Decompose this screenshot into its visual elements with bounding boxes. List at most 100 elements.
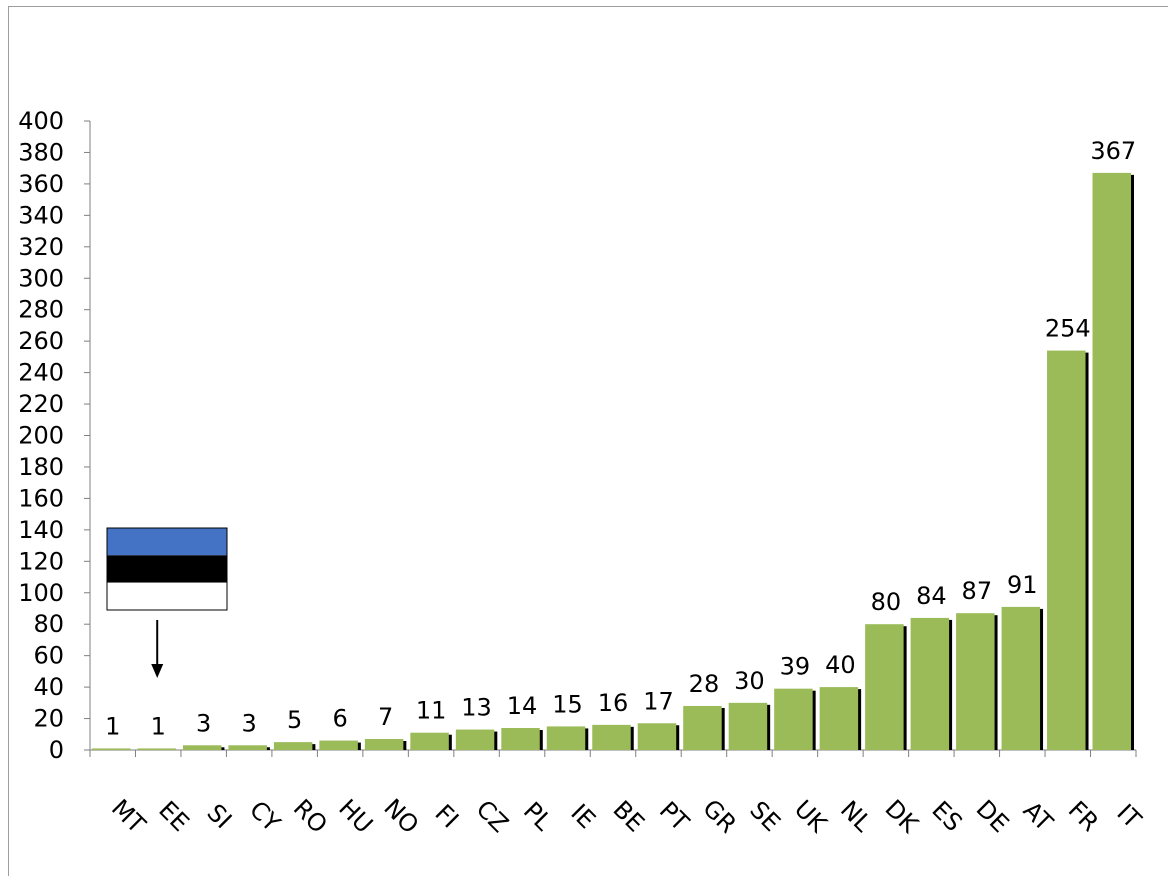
flag-stripe <box>107 528 227 556</box>
data-label: 3 <box>242 709 257 737</box>
x-tick-label: PT <box>654 796 695 837</box>
y-tick-label: 140 <box>18 516 64 544</box>
bar-fi <box>410 732 449 750</box>
y-tick-label: 80 <box>33 610 64 638</box>
y-tick-label: 260 <box>18 327 64 355</box>
y-tick-label: 20 <box>33 705 64 733</box>
y-tick-label: 40 <box>33 673 64 701</box>
x-tick-label: BE <box>608 795 650 837</box>
bar-ee <box>137 748 176 750</box>
data-label: 17 <box>643 687 674 715</box>
x-tick-label: MT <box>106 794 151 839</box>
y-tick-label: 120 <box>18 547 64 575</box>
x-tick-label: SI <box>202 799 238 835</box>
bar-no <box>364 738 404 750</box>
bar-dk <box>865 624 904 750</box>
data-label: 84 <box>916 582 947 610</box>
flag-stripe <box>107 555 227 583</box>
x-tick-label: DK <box>880 794 925 839</box>
bar-ie <box>546 726 586 750</box>
bar-be <box>592 724 631 750</box>
y-tick-label: 220 <box>18 390 64 418</box>
y-tick-label: 280 <box>18 296 64 324</box>
x-tick-label: HU <box>333 794 378 839</box>
bar-de <box>956 613 995 750</box>
bar-pl <box>501 727 540 750</box>
bar-pt <box>637 723 677 750</box>
data-label: 14 <box>507 692 538 720</box>
y-tick-label: 320 <box>18 233 64 261</box>
y-tick-label: 60 <box>33 642 64 670</box>
data-label: 15 <box>552 690 583 718</box>
data-label: 87 <box>962 577 993 605</box>
y-tick-label: 380 <box>18 138 64 166</box>
y-tick-label: 0 <box>49 736 64 764</box>
arrow-head <box>151 664 164 678</box>
x-tick-label: CY <box>244 795 286 837</box>
x-tick-label: IE <box>565 799 601 835</box>
x-tick-label: NL <box>835 795 877 837</box>
bar-es <box>910 617 950 750</box>
bar-it <box>1092 172 1131 750</box>
data-label: 3 <box>196 709 211 737</box>
y-tick-label: 340 <box>18 201 64 229</box>
y-tick-label: 200 <box>18 422 64 450</box>
data-label: 16 <box>598 689 629 717</box>
x-tick-label: RO <box>288 794 333 839</box>
data-label: 6 <box>332 705 347 733</box>
y-tick-label: 240 <box>18 359 64 387</box>
y-tick-label: 100 <box>18 579 64 607</box>
y-tick-label: 360 <box>18 170 64 198</box>
x-axis-labels: MT EE SI CY RO HU NO FI CZ PL IE BE PT GR SE UK NL DK ES DE… <box>106 793 1147 839</box>
bar-gr <box>683 705 722 750</box>
bar-uk <box>774 688 813 750</box>
flag-stripe <box>107 582 227 610</box>
data-label: 367 <box>1090 137 1136 165</box>
bar-mt <box>92 748 131 750</box>
x-tick-label: IT <box>1111 799 1146 834</box>
x-tick-label: CZ <box>471 795 514 838</box>
bar-at <box>1001 606 1041 750</box>
data-label: 28 <box>689 670 720 698</box>
data-label: 39 <box>780 653 811 681</box>
data-label: 11 <box>416 697 447 725</box>
x-tick-label: UK <box>789 795 833 839</box>
data-label: 7 <box>378 703 393 731</box>
bar-cz <box>455 729 495 750</box>
chart-axes: 0204060801001201401601802002202402602803… <box>18 107 1137 764</box>
y-tick-label: 180 <box>18 453 64 481</box>
y-tick-label: 400 <box>18 107 64 135</box>
data-label: 91 <box>1007 571 1038 599</box>
bar-ro <box>273 742 313 750</box>
x-tick-label: FI <box>429 799 464 834</box>
data-label: 254 <box>1045 315 1091 343</box>
data-label: 13 <box>461 694 492 722</box>
chart-frame <box>8 6 1168 876</box>
bar-hu <box>319 740 358 750</box>
data-label: 40 <box>825 651 856 679</box>
x-tick-label: ES <box>926 796 967 837</box>
data-label: 1 <box>105 712 120 740</box>
x-tick-label: DE <box>971 795 1015 839</box>
x-tick-label: PL <box>518 797 558 837</box>
x-tick-label: NO <box>378 793 424 839</box>
bar-si <box>182 745 222 750</box>
flag-border <box>106 527 228 611</box>
y-tick-label: 160 <box>18 484 64 512</box>
bar-nl <box>819 687 859 750</box>
data-label: 1 <box>151 712 166 740</box>
y-tick-label: 300 <box>18 264 64 292</box>
data-label: 80 <box>871 588 902 616</box>
flag-annotation <box>106 527 228 678</box>
data-label: 30 <box>734 667 765 695</box>
x-tick-label: AT <box>1018 796 1059 837</box>
data-label: 5 <box>287 706 302 734</box>
bar-cy <box>228 745 267 750</box>
x-tick-label: FR <box>1063 796 1104 837</box>
x-tick-label: GR <box>697 794 742 839</box>
bar-se <box>728 702 768 750</box>
chart-bars <box>92 172 1134 750</box>
x-tick-label: SE <box>744 796 785 837</box>
